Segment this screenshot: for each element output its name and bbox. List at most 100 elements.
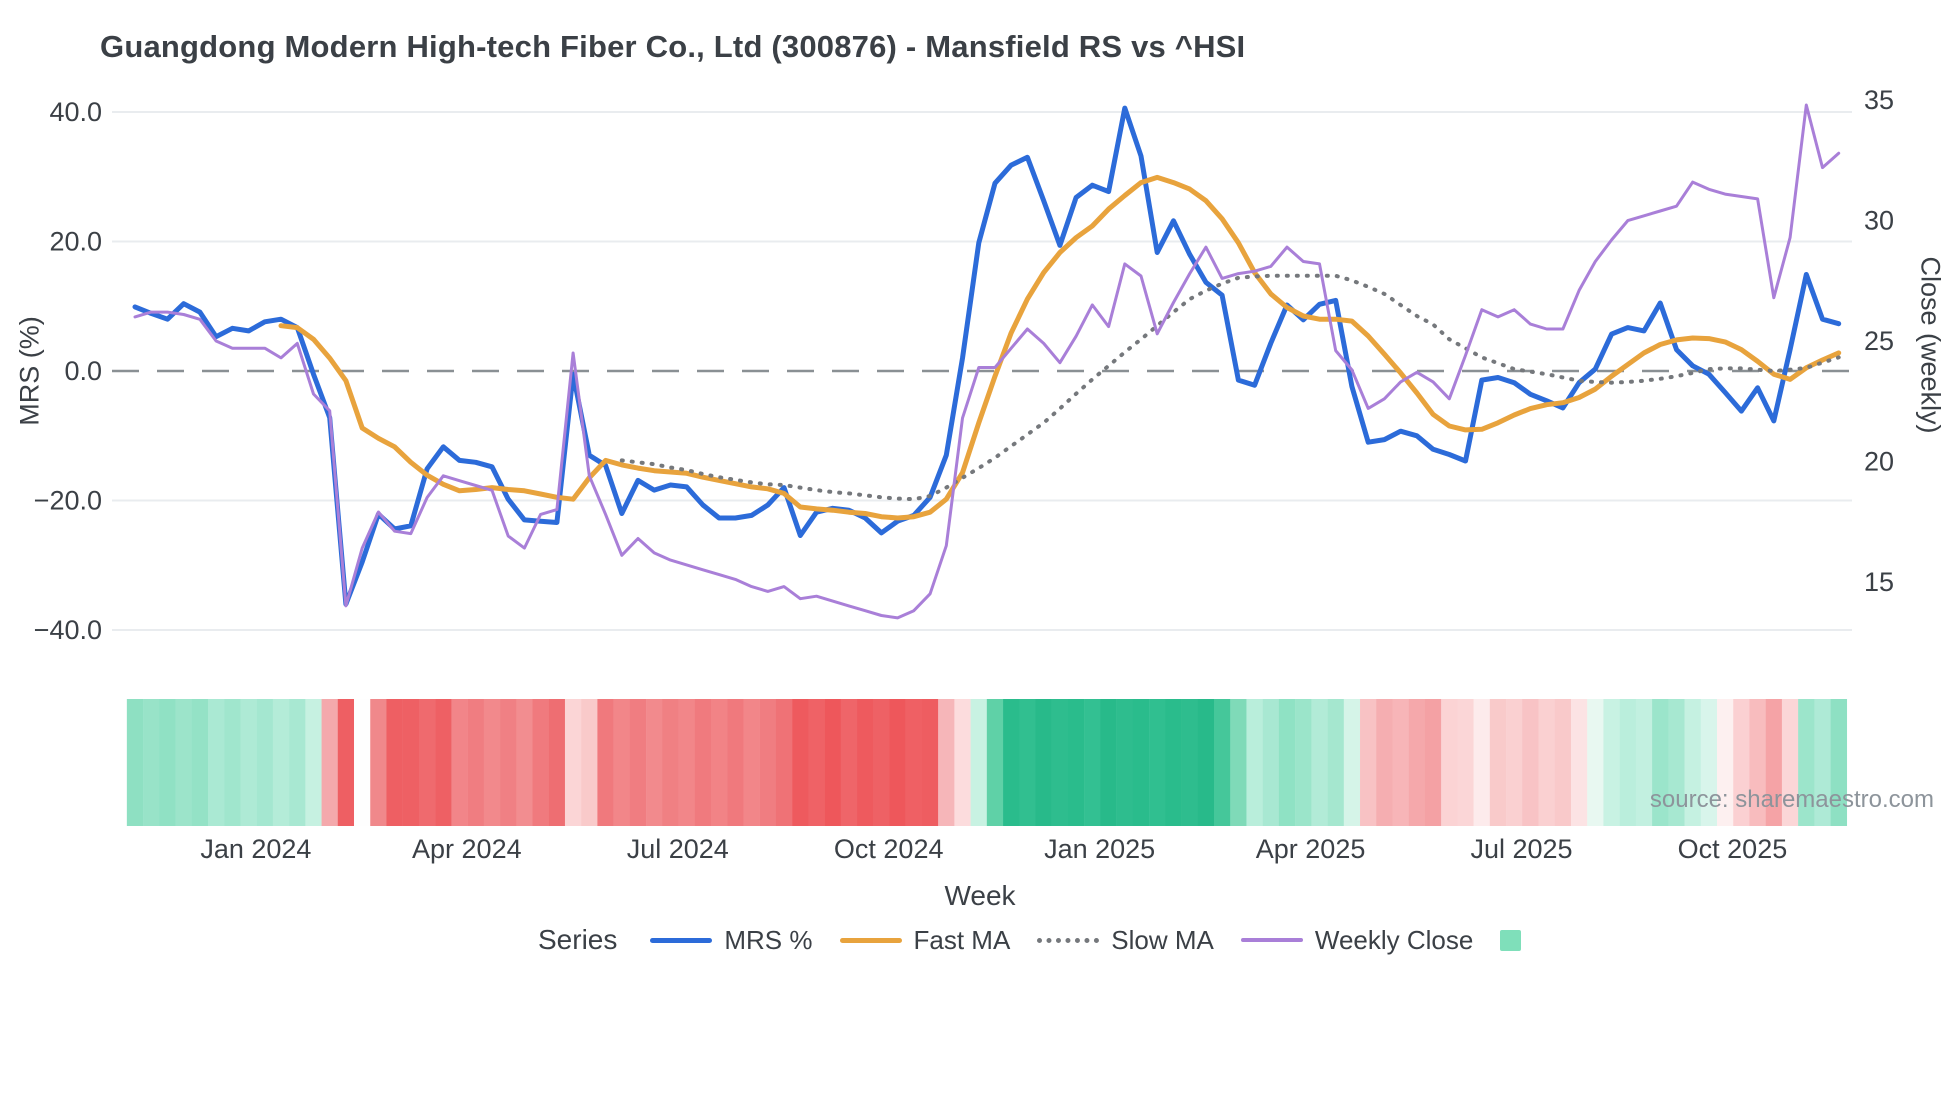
- heatmap-cell: [1473, 699, 1491, 826]
- x-tick-label: Jan 2024: [200, 834, 311, 864]
- chart-title: Guangdong Modern High-tech Fiber Co., Lt…: [100, 28, 1246, 64]
- heatmap-cell: [1424, 699, 1442, 826]
- heatmap-cell: [662, 699, 679, 826]
- heatmap-cell: [1084, 699, 1101, 826]
- heatmap-cell: [500, 699, 517, 826]
- heatmap-cell: [289, 699, 306, 826]
- heatmap-cell: [1522, 699, 1539, 826]
- heatmap-cell: [1376, 699, 1393, 826]
- heatmap-cell: [1700, 699, 1718, 826]
- series-line-weekly-close: [133, 103, 1841, 620]
- heatmap-cell: [1262, 699, 1280, 826]
- heatmap-cell: [175, 699, 192, 826]
- heatmap-cell: [1668, 699, 1685, 826]
- heatmap-cell: [483, 699, 501, 826]
- heatmap-cell: [1506, 699, 1523, 826]
- heatmap-swatch-icon: [1500, 929, 1522, 951]
- heatmap-cell: [1798, 699, 1815, 826]
- heatmap-cell: [597, 699, 614, 826]
- heatmap-cell: [272, 699, 290, 826]
- heatmap-cell: [1765, 699, 1783, 826]
- heatmap-cell: [857, 699, 874, 826]
- legend: Series MRS % Fast MA Slow MA Weekly Clos…: [538, 924, 1522, 956]
- heatmap-cell: [824, 699, 842, 826]
- heatmap-cell: [1343, 699, 1361, 826]
- heatmap-cell: [1733, 699, 1750, 826]
- legend-item-weekly-close[interactable]: Weekly Close: [1240, 924, 1474, 956]
- left-tick-label: 20.0: [49, 227, 102, 257]
- series-line-slow-ma: [619, 273, 1841, 502]
- legend-item-fast-ma[interactable]: Fast MA: [839, 925, 1010, 956]
- heatmap-cell: [1327, 699, 1345, 826]
- series-line-fast-ma: [278, 174, 1842, 521]
- heatmap-cell: [1213, 699, 1231, 826]
- legend-item-label: Weekly Close: [1314, 924, 1474, 955]
- heatmap-cell: [564, 699, 582, 826]
- heatmap-cell: [1749, 699, 1766, 826]
- legend-item-mrs[interactable]: MRS %: [650, 924, 813, 956]
- heatmap-cell: [1246, 699, 1263, 826]
- heatmap-cell: [775, 699, 793, 826]
- legend-item-label: MRS %: [724, 924, 813, 955]
- heatmap-cell: [1716, 699, 1734, 826]
- left-axis-ticks: 40.0 20.0 0.0 −20.0 −40.0: [34, 97, 102, 645]
- heatmap-cell: [759, 699, 777, 826]
- heatmap-cell: [354, 699, 371, 826]
- heatmap-cell: [581, 699, 598, 826]
- heatmap-cell: [1489, 699, 1507, 826]
- heatmap-cell: [1570, 699, 1588, 826]
- heatmap-cell: [792, 699, 809, 826]
- right-tick-label: 25: [1864, 326, 1894, 356]
- x-axis-ticks: Jan 2024 Apr 2024 Jul 2024 Oct 2024 Jan 2025…: [200, 834, 1787, 864]
- heatmap-cell: [1278, 699, 1296, 826]
- heatmap-cell: [1181, 699, 1198, 826]
- series-line-mrs-: [132, 105, 1842, 607]
- heatmap-cell: [1116, 699, 1134, 826]
- heatmap-cell: [710, 699, 728, 826]
- heatmap-cell: [1392, 699, 1409, 826]
- heatmap-cell: [646, 699, 663, 826]
- heatmap-cell: [451, 699, 468, 826]
- right-axis-ticks: 35 30 25 20 15: [1864, 85, 1894, 597]
- heatmap-cell: [386, 699, 403, 826]
- heatmap-cell: [1781, 699, 1799, 826]
- legend-heading: Series: [538, 924, 618, 955]
- x-axis-title: Week: [944, 880, 1016, 911]
- heatmap-cell: [873, 699, 890, 826]
- x-tick-label: Jan 2025: [1044, 834, 1155, 864]
- heatmap-cell: [1457, 699, 1474, 826]
- heatmap-cell: [889, 699, 906, 826]
- heatmap-cell: [548, 699, 566, 826]
- legend-item-slow-ma[interactable]: Slow MA: [1037, 925, 1214, 956]
- left-tick-label: 40.0: [49, 97, 102, 127]
- fast-ma-line-swatch-icon: [839, 937, 902, 943]
- heatmap-cell: [727, 699, 744, 826]
- heatmap-cell: [954, 699, 971, 826]
- heatmap-cell: [516, 699, 533, 826]
- heatmap-cell: [1538, 699, 1555, 826]
- heatmap-cell: [808, 699, 825, 826]
- heatmap-cell: [143, 699, 160, 826]
- x-tick-label: Oct 2024: [834, 834, 944, 864]
- heatmap-cell: [1830, 699, 1848, 826]
- right-tick-label: 15: [1864, 567, 1894, 597]
- right-tick-label: 30: [1864, 206, 1894, 236]
- heatmap-cell: [207, 699, 225, 826]
- legend-item-heatmap[interactable]: [1500, 929, 1522, 951]
- right-tick-label: 35: [1864, 85, 1894, 115]
- heatmap-cell: [1035, 699, 1052, 826]
- heatmap-cell: [921, 699, 939, 826]
- right-tick-label: 20: [1864, 446, 1894, 476]
- heatmap-cell: [467, 699, 485, 826]
- heatmap-cell: [1149, 699, 1166, 826]
- x-tick-label: Jul 2025: [1470, 834, 1572, 864]
- heatmap-cell: [678, 699, 695, 826]
- heatmap-cell: [402, 699, 420, 826]
- left-tick-label: −40.0: [34, 615, 102, 645]
- heatmap-cell: [1360, 699, 1377, 826]
- weekly-close-line-swatch-icon: [1240, 938, 1303, 942]
- heatmap-cell: [337, 699, 355, 826]
- left-axis-title: MRS (%): [14, 316, 45, 426]
